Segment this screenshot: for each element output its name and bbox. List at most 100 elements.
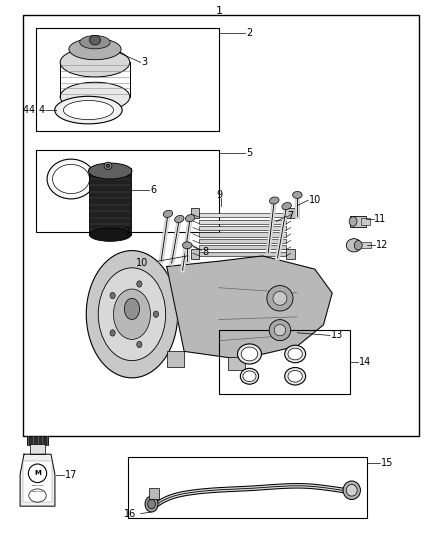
Ellipse shape bbox=[241, 347, 258, 361]
Bar bbox=[30, 443, 45, 454]
Ellipse shape bbox=[153, 311, 159, 317]
Bar bbox=[286, 208, 295, 217]
Text: 4: 4 bbox=[28, 105, 35, 115]
Ellipse shape bbox=[60, 82, 130, 111]
Bar bbox=[149, 488, 159, 499]
Text: 6: 6 bbox=[150, 184, 156, 195]
Ellipse shape bbox=[98, 268, 166, 361]
Ellipse shape bbox=[346, 484, 357, 496]
Bar bbox=[167, 351, 184, 367]
Ellipse shape bbox=[60, 48, 130, 77]
Bar bbox=[36, 28, 219, 131]
Bar bbox=[36, 150, 219, 232]
Ellipse shape bbox=[89, 35, 100, 45]
Text: 10: 10 bbox=[136, 258, 148, 268]
Bar bbox=[23, 14, 419, 436]
Bar bbox=[350, 216, 366, 227]
Polygon shape bbox=[167, 256, 332, 359]
Text: ─────: ───── bbox=[31, 484, 44, 488]
Bar bbox=[127, 457, 367, 519]
Ellipse shape bbox=[269, 320, 291, 341]
Ellipse shape bbox=[89, 228, 131, 241]
Bar bbox=[199, 252, 286, 256]
Ellipse shape bbox=[349, 216, 357, 226]
Text: 3: 3 bbox=[141, 58, 148, 67]
Text: 14: 14 bbox=[359, 357, 371, 367]
Ellipse shape bbox=[237, 344, 261, 364]
Text: 13: 13 bbox=[331, 330, 343, 341]
Bar bbox=[199, 232, 286, 237]
Text: 4: 4 bbox=[39, 105, 45, 115]
Ellipse shape bbox=[55, 96, 122, 124]
Ellipse shape bbox=[269, 197, 279, 204]
Ellipse shape bbox=[274, 325, 286, 336]
Ellipse shape bbox=[343, 481, 360, 499]
Text: 8: 8 bbox=[202, 247, 208, 257]
Ellipse shape bbox=[53, 165, 89, 193]
Text: 4: 4 bbox=[22, 105, 28, 115]
Ellipse shape bbox=[47, 159, 95, 199]
Bar bbox=[228, 357, 245, 370]
Text: M: M bbox=[34, 470, 41, 477]
Bar bbox=[191, 249, 199, 259]
Ellipse shape bbox=[64, 101, 113, 119]
Ellipse shape bbox=[288, 370, 302, 382]
Text: 12: 12 bbox=[376, 240, 388, 251]
Ellipse shape bbox=[285, 368, 306, 385]
Bar bbox=[199, 245, 286, 249]
Bar bbox=[191, 208, 199, 217]
Ellipse shape bbox=[137, 281, 142, 287]
Text: ─────: ───── bbox=[31, 490, 44, 495]
Text: 15: 15 bbox=[381, 458, 393, 467]
Bar bbox=[27, 435, 48, 445]
Polygon shape bbox=[20, 454, 55, 506]
Ellipse shape bbox=[148, 499, 155, 509]
Ellipse shape bbox=[110, 330, 115, 336]
Text: 2: 2 bbox=[246, 28, 252, 38]
Ellipse shape bbox=[175, 215, 184, 223]
Ellipse shape bbox=[80, 36, 110, 49]
Ellipse shape bbox=[106, 164, 110, 167]
Ellipse shape bbox=[354, 240, 362, 250]
Text: 11: 11 bbox=[374, 214, 387, 224]
Ellipse shape bbox=[273, 292, 287, 305]
Ellipse shape bbox=[124, 298, 140, 319]
Ellipse shape bbox=[185, 215, 195, 222]
Bar bbox=[23, 461, 52, 502]
Ellipse shape bbox=[69, 38, 121, 60]
Ellipse shape bbox=[267, 286, 293, 311]
Bar bbox=[199, 226, 286, 230]
Ellipse shape bbox=[104, 162, 112, 169]
Text: 7: 7 bbox=[287, 211, 293, 221]
Bar bbox=[199, 220, 286, 224]
Ellipse shape bbox=[346, 239, 361, 252]
Text: 9: 9 bbox=[217, 190, 223, 200]
Ellipse shape bbox=[88, 163, 132, 179]
Ellipse shape bbox=[113, 289, 150, 340]
Text: 1: 1 bbox=[215, 6, 223, 16]
Ellipse shape bbox=[243, 371, 256, 382]
Ellipse shape bbox=[163, 211, 173, 217]
Text: 10: 10 bbox=[309, 195, 321, 205]
Ellipse shape bbox=[86, 251, 178, 378]
Bar bbox=[219, 330, 350, 394]
Ellipse shape bbox=[145, 496, 158, 512]
Bar bbox=[89, 168, 131, 235]
Bar bbox=[360, 242, 371, 248]
Bar bbox=[199, 239, 286, 243]
Ellipse shape bbox=[183, 242, 192, 249]
Ellipse shape bbox=[110, 292, 115, 298]
Text: 17: 17 bbox=[65, 471, 78, 480]
Ellipse shape bbox=[293, 191, 302, 198]
Text: 5: 5 bbox=[246, 148, 252, 158]
Text: 7: 7 bbox=[124, 227, 131, 237]
Bar bbox=[286, 249, 295, 259]
Ellipse shape bbox=[288, 348, 302, 360]
Ellipse shape bbox=[282, 203, 291, 209]
Bar bbox=[361, 218, 370, 224]
Ellipse shape bbox=[137, 341, 142, 348]
Text: 16: 16 bbox=[124, 508, 136, 519]
Ellipse shape bbox=[285, 345, 306, 363]
Bar bbox=[199, 213, 286, 217]
Ellipse shape bbox=[240, 368, 258, 384]
